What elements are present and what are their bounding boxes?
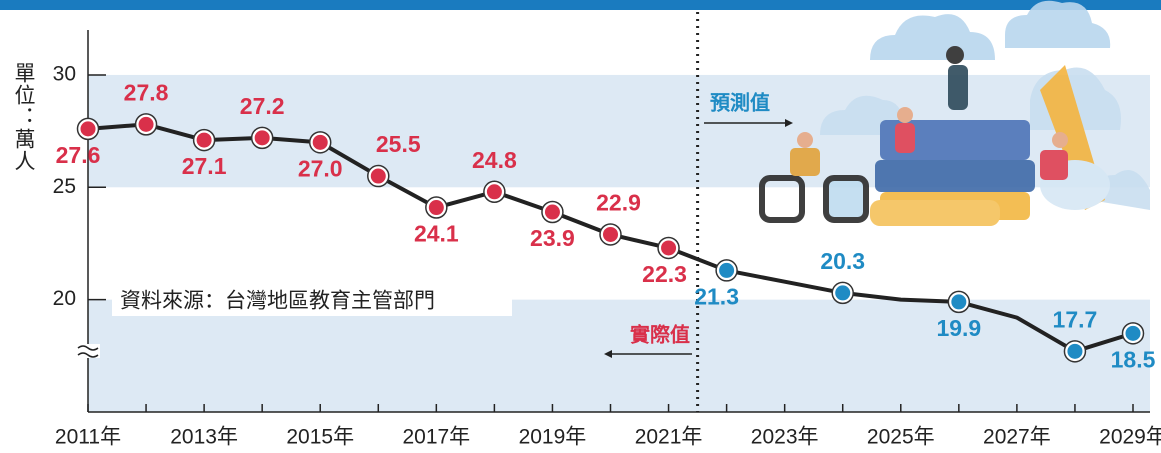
marker: [197, 133, 212, 148]
y-tick-label: 30: [53, 62, 76, 85]
marker: [835, 285, 850, 300]
marker: [371, 169, 386, 184]
marker: [719, 263, 734, 278]
marker: [661, 240, 676, 255]
value-label: 27.8: [124, 79, 169, 105]
value-label: 25.5: [376, 131, 421, 157]
x-tick-label: 2017年: [402, 426, 470, 449]
source: 資料來源：台灣地區教育主管部門: [120, 290, 435, 313]
forecast-label: 預測值: [710, 90, 770, 114]
y-tick-label: 20: [53, 287, 76, 310]
y-axis-label: 單位：萬人: [8, 62, 38, 172]
x-tick-label: 2015年: [286, 426, 354, 449]
value-label: 19.9: [936, 315, 981, 341]
value-label: 23.9: [530, 225, 575, 251]
value-label: 22.9: [596, 190, 641, 216]
x-tick-label: 2019年: [519, 426, 587, 449]
value-label: 20.3: [820, 248, 865, 274]
marker: [603, 227, 618, 242]
marker: [487, 184, 502, 199]
value-label: 27.1: [182, 153, 227, 179]
x-tick-label: 2013年: [170, 426, 238, 449]
value-label: 21.3: [694, 284, 739, 310]
marker: [1126, 326, 1141, 341]
x-tick-label: 2029年: [1099, 426, 1161, 449]
x-tick-label: 2023年: [751, 426, 819, 449]
marker: [255, 130, 270, 145]
actual-label: 實際值: [630, 322, 690, 346]
x-tick-label: 2025年: [867, 426, 935, 449]
value-label: 22.3: [642, 261, 687, 287]
value-label: 27.0: [298, 155, 343, 181]
page: 預測值 實際值 資料來源：台灣地區教育主管部門 20 25 30 2011年 2013年…: [0, 0, 1161, 453]
marker: [139, 117, 154, 132]
x-tick-label: 2021年: [635, 426, 703, 449]
value-label: 24.8: [472, 147, 517, 173]
marker: [313, 135, 328, 150]
marker: [81, 121, 96, 136]
x-tick-label: 2027年: [983, 426, 1051, 449]
value-label: 17.7: [1053, 306, 1098, 332]
y-tick-label: 25: [53, 175, 76, 198]
value-label: 18.5: [1111, 346, 1156, 372]
top-bar: [0, 0, 1161, 10]
chart: 預測值 實際值 資料來源：台灣地區教育主管部門 20 25 30 2011年 2013年…: [0, 0, 1161, 453]
marker: [545, 205, 560, 220]
value-label: 27.2: [240, 93, 285, 119]
marker: [951, 294, 966, 309]
marker: [429, 200, 444, 215]
x-tick-label: 2011年: [55, 426, 121, 449]
value-label: 27.6: [56, 142, 101, 168]
band: [88, 300, 1150, 412]
value-label: 24.1: [414, 221, 459, 247]
marker: [1067, 344, 1082, 359]
